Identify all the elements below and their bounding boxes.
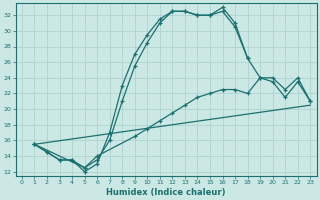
- X-axis label: Humidex (Indice chaleur): Humidex (Indice chaleur): [106, 188, 226, 197]
